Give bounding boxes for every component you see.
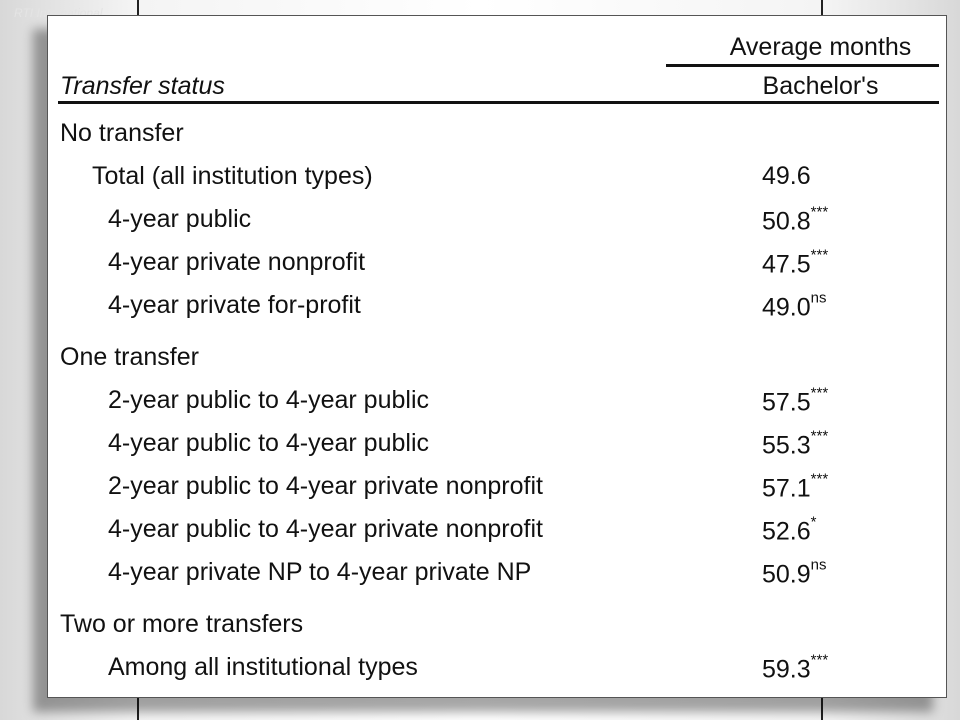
row-label: 4-year private nonprofit [108, 248, 366, 276]
row-label: 2-year public to 4-year private nonprofi… [108, 472, 543, 500]
value: 57.5 [762, 388, 811, 417]
section-title: Two or more transfers [60, 610, 304, 638]
row-value: 55.3*** [762, 425, 828, 460]
row-value: 50.9ns [762, 554, 827, 589]
significance: *** [810, 427, 829, 445]
value: 47.5 [762, 250, 811, 279]
header-rule [666, 64, 939, 67]
row-label: Total (all institution types) [92, 162, 373, 190]
significance: * [810, 513, 817, 531]
value: 57.1 [762, 474, 811, 503]
value: 50.9 [762, 560, 811, 589]
row-label: 4-year public to 4-year private nonprofi… [108, 515, 543, 543]
row-label: 4-year private for-profit [108, 291, 361, 319]
row-label: Among all institutional types [108, 653, 418, 681]
value: 55.3 [762, 431, 811, 460]
value: 52.6 [762, 517, 811, 546]
row-value: 52.6* [762, 511, 817, 546]
value: 49.6 [762, 162, 811, 190]
table-panel: Average months Transfer status Bachelor'… [47, 15, 947, 698]
significance: ns [810, 289, 827, 307]
row-value: 47.5*** [762, 244, 828, 279]
column-group-header: Average months [729, 33, 912, 61]
significance: ns [810, 556, 827, 574]
significance: *** [810, 651, 829, 669]
row-value: 49.0ns [762, 287, 827, 322]
significance: *** [810, 246, 829, 264]
significance: *** [810, 384, 829, 402]
row-value: 57.1*** [762, 468, 828, 503]
row-value: 59.3*** [762, 649, 828, 684]
row-value: 57.5*** [762, 382, 828, 417]
column-header: Bachelor's [762, 72, 879, 100]
section-title: No transfer [60, 119, 184, 147]
significance: *** [810, 203, 829, 221]
row-value: 50.8*** [762, 201, 828, 236]
row-header: Transfer status [60, 72, 225, 100]
row-label: 4-year public to 4-year public [108, 429, 429, 457]
value: 49.0 [762, 293, 811, 322]
row-label: 2-year public to 4-year public [108, 386, 429, 414]
header-rule [58, 101, 939, 104]
section-title: One transfer [60, 343, 199, 371]
significance: *** [810, 470, 829, 488]
value: 59.3 [762, 655, 811, 684]
row-label: 4-year public [108, 205, 252, 233]
row-label: 4-year private NP to 4-year private NP [108, 558, 532, 586]
row-value: 49.6 [762, 161, 811, 191]
value: 50.8 [762, 207, 811, 236]
